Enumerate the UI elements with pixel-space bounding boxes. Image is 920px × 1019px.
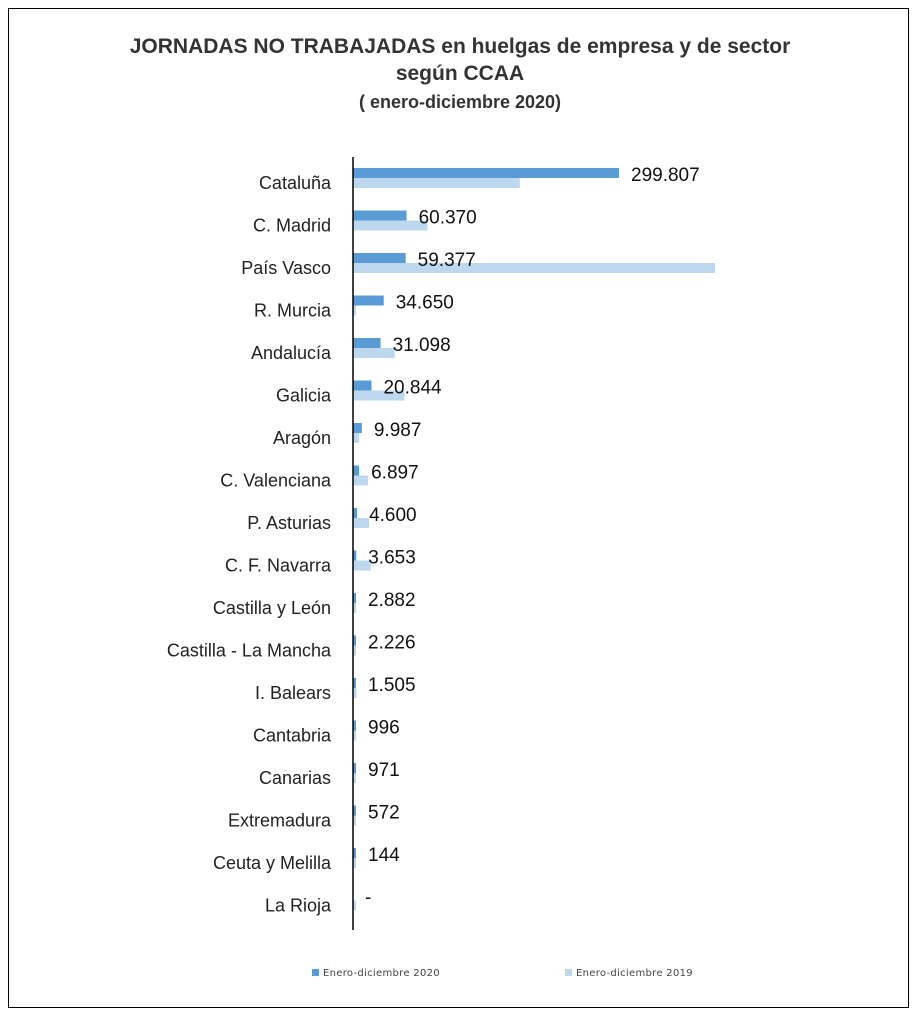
data-label: 144	[368, 845, 400, 866]
bar-2019	[353, 688, 357, 698]
bar-2020	[353, 465, 360, 476]
category-label: Galicia	[276, 386, 332, 406]
bar-2020	[353, 508, 358, 518]
bar-2019	[353, 305, 356, 316]
bar-2019	[353, 645, 356, 656]
chart-title-line2: según CCAA	[395, 62, 525, 85]
category-label: Andalucía	[251, 343, 332, 363]
category-label: Aragón	[273, 428, 331, 448]
category-label: I. Balears	[255, 683, 331, 703]
category-label: Cantabria	[253, 726, 332, 746]
data-label: 3.653	[368, 548, 416, 569]
bar-2019	[353, 220, 428, 231]
category-label: Canarias	[259, 768, 331, 788]
bar-2020	[353, 635, 356, 646]
legend-item-2020: Enero-diciembre 2020	[312, 968, 440, 979]
category-label: Ceuta y Melilla	[213, 853, 332, 873]
bar-2019	[353, 730, 356, 741]
data-label: 1.505	[368, 675, 416, 696]
bar-2020	[353, 805, 356, 816]
bar-2020	[353, 210, 407, 221]
category-label: Cataluña	[259, 173, 332, 193]
data-label: 6.897	[371, 463, 419, 484]
bar-2019	[353, 518, 369, 528]
data-label: 971	[368, 760, 400, 781]
bar-2019	[353, 348, 395, 358]
data-label: 2.226	[368, 633, 416, 654]
category-label: C. F. Navarra	[225, 556, 332, 576]
bar-2019	[353, 815, 356, 826]
bar-2020	[353, 168, 619, 178]
data-label: 59.377	[418, 250, 476, 271]
data-label: 996	[368, 718, 400, 739]
category-label: P. Asturias	[247, 513, 331, 533]
legend-swatch-2019	[565, 969, 572, 976]
data-label: 60.370	[419, 208, 477, 229]
bar-2019	[353, 263, 715, 273]
bar-2020	[353, 848, 356, 858]
data-label: 4.600	[369, 505, 417, 526]
category-label: R. Murcia	[254, 301, 332, 321]
bar-2020	[353, 338, 381, 348]
legend-item-2019: Enero-diciembre 2019	[565, 968, 693, 979]
data-label: -	[365, 888, 371, 909]
category-label: Extremadura	[228, 811, 332, 831]
bar-2020	[353, 295, 384, 306]
legend-swatch-2020	[312, 969, 319, 976]
data-label: 2.882	[368, 590, 416, 611]
category-label: La Rioja	[265, 896, 332, 916]
chart-subtitle: ( enero-diciembre 2020)	[358, 92, 562, 112]
bar-2020	[353, 423, 362, 433]
bar-2019	[353, 178, 520, 188]
data-label: 299.807	[631, 165, 700, 186]
bar-2020	[353, 593, 356, 603]
legend-label-2020: Enero-diciembre 2020	[323, 968, 440, 979]
bar-2020	[353, 550, 357, 561]
bar-2020	[353, 380, 372, 391]
category-label: C. Madrid	[253, 216, 331, 236]
category-label: C. Valenciana	[220, 471, 332, 491]
category-label: Castilla y León	[213, 598, 331, 618]
bar-2019	[353, 433, 360, 443]
bar-2020	[353, 720, 356, 731]
data-label: 34.650	[396, 293, 454, 314]
category-label: Castilla - La Mancha	[167, 641, 332, 661]
bar-2019	[353, 475, 369, 486]
bar-2020	[353, 253, 406, 263]
bar-2019	[353, 858, 356, 868]
legend-label-2019: Enero-diciembre 2019	[576, 968, 693, 979]
data-label: 572	[368, 803, 400, 824]
data-label: 20.844	[383, 378, 442, 399]
bar-2019	[353, 773, 356, 783]
chart-title: JORNADAS NO TRABAJADAS en huelgas de emp…	[129, 35, 791, 58]
data-label: 9.987	[374, 420, 422, 441]
category-label: País Vasco	[241, 258, 331, 278]
bar-2020	[353, 763, 356, 773]
bar-2019	[353, 900, 356, 911]
bar-2019	[353, 560, 371, 571]
bar-2019	[353, 390, 405, 401]
bar-2020	[353, 678, 356, 688]
data-label: 31.098	[393, 335, 451, 356]
bar-2019	[353, 603, 356, 613]
